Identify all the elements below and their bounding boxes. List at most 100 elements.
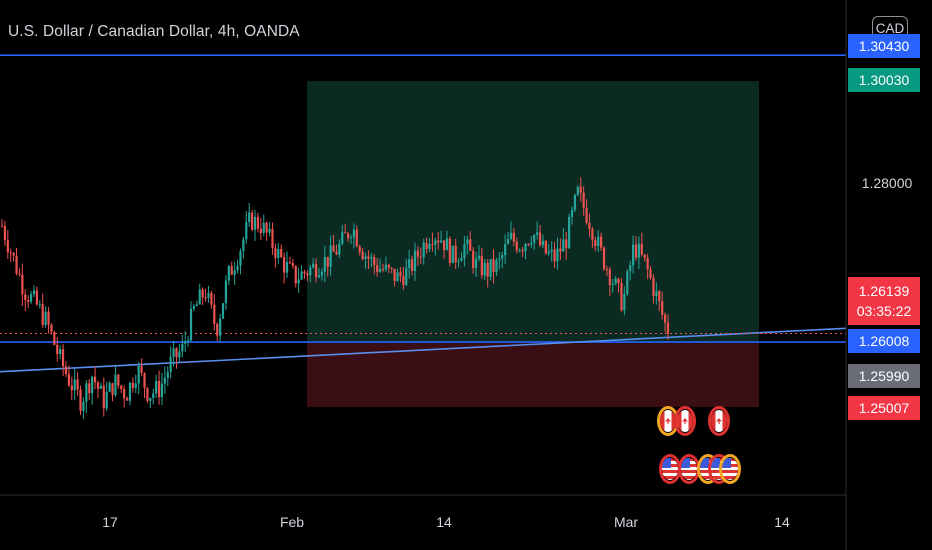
candle-body xyxy=(239,251,242,266)
candle-body xyxy=(253,216,257,230)
candle-body xyxy=(24,294,27,301)
candle-body xyxy=(163,377,166,384)
price-tick-label: 1.28000 xyxy=(861,175,913,191)
candle-body xyxy=(216,323,219,336)
candle-body xyxy=(367,256,370,259)
candle-body xyxy=(9,252,12,254)
candle-body xyxy=(501,255,504,259)
candle-body xyxy=(280,248,283,258)
candle-body xyxy=(210,292,213,305)
candle-body xyxy=(527,243,530,245)
candle-body xyxy=(88,383,91,394)
candle-body xyxy=(483,262,486,276)
candle-body xyxy=(53,331,56,345)
candle-body xyxy=(262,222,265,234)
candle-body xyxy=(579,186,582,193)
candle-body xyxy=(201,289,204,298)
candle-body xyxy=(251,212,254,230)
candle-body xyxy=(47,311,50,325)
time-tick-label: Feb xyxy=(279,514,305,530)
time-tick-label: 14 xyxy=(436,514,452,530)
candle-body xyxy=(556,248,559,262)
candle-body xyxy=(506,238,510,245)
candle-body xyxy=(437,240,440,243)
drawn-lines xyxy=(0,54,847,373)
candle-body xyxy=(663,314,667,323)
candle-body xyxy=(93,376,97,383)
candle-body xyxy=(611,283,614,285)
candle-body xyxy=(562,239,565,252)
candle-body xyxy=(643,254,646,258)
candle-body xyxy=(623,293,626,311)
candle-body xyxy=(108,383,111,392)
candle-body xyxy=(530,242,533,245)
candle-body xyxy=(326,256,329,267)
candle-body xyxy=(29,294,33,302)
candle-body xyxy=(442,240,446,251)
canada-flag-icon[interactable] xyxy=(708,406,730,436)
candle-body xyxy=(221,303,225,319)
candle-body xyxy=(131,382,134,388)
candle-body xyxy=(309,267,312,276)
candle-body xyxy=(271,228,274,249)
candle-body xyxy=(486,262,489,277)
candle-body xyxy=(227,266,230,281)
candle-body xyxy=(76,379,79,390)
chart-title: U.S. Dollar / Canadian Dollar, 4h, OANDA xyxy=(8,23,300,40)
candle-body xyxy=(597,236,600,247)
candle-body xyxy=(600,236,603,248)
position-zones xyxy=(307,81,759,407)
candle-body xyxy=(306,273,309,276)
candle-body xyxy=(585,207,588,223)
candle-body xyxy=(338,243,341,255)
candles xyxy=(0,177,670,419)
candle-body xyxy=(634,244,638,258)
candle-body xyxy=(195,304,198,307)
candle-body xyxy=(32,290,36,295)
candle-body xyxy=(512,232,515,242)
candle-body xyxy=(114,374,117,396)
candle-body xyxy=(317,275,321,278)
candle-body xyxy=(524,243,527,252)
candle-body xyxy=(408,259,411,268)
candle-body xyxy=(82,401,85,411)
candle-body xyxy=(137,365,140,384)
candle-body xyxy=(166,372,169,378)
flag-graphic xyxy=(660,410,676,432)
candle-body xyxy=(541,240,545,246)
flag-graphic xyxy=(681,458,697,480)
last-price-tag: 1.26139 03:35:22 xyxy=(848,277,920,325)
candle-body xyxy=(219,318,222,336)
time-tick-label: 14 xyxy=(774,514,790,530)
candle-body xyxy=(59,349,62,355)
candle-body xyxy=(402,275,405,286)
candle-body xyxy=(111,383,114,396)
candle-body xyxy=(152,393,155,398)
candle-body xyxy=(204,297,207,299)
us-flag-icon[interactable] xyxy=(719,454,741,484)
canada-flag-icon[interactable] xyxy=(674,406,696,436)
candle-body xyxy=(608,269,611,285)
candle-body xyxy=(492,259,495,272)
candle-body xyxy=(181,343,184,352)
candle-body xyxy=(160,383,164,398)
candle-body xyxy=(626,271,629,294)
candle-body xyxy=(396,272,399,282)
candle-body xyxy=(602,247,606,269)
candle-body xyxy=(352,229,356,238)
candle-body xyxy=(149,397,152,401)
candle-body xyxy=(553,249,556,262)
candle-body xyxy=(361,251,364,260)
candle-body xyxy=(102,385,105,409)
time-tick-label: 17 xyxy=(102,514,118,530)
candle-body xyxy=(157,380,161,398)
candle-body xyxy=(582,192,585,208)
candle-body xyxy=(70,385,73,391)
candle-body xyxy=(588,222,591,230)
candle-body xyxy=(373,257,376,266)
candle-body xyxy=(291,263,294,266)
trend-line xyxy=(0,327,847,373)
candle-body xyxy=(469,239,472,251)
candle-body xyxy=(12,252,15,256)
